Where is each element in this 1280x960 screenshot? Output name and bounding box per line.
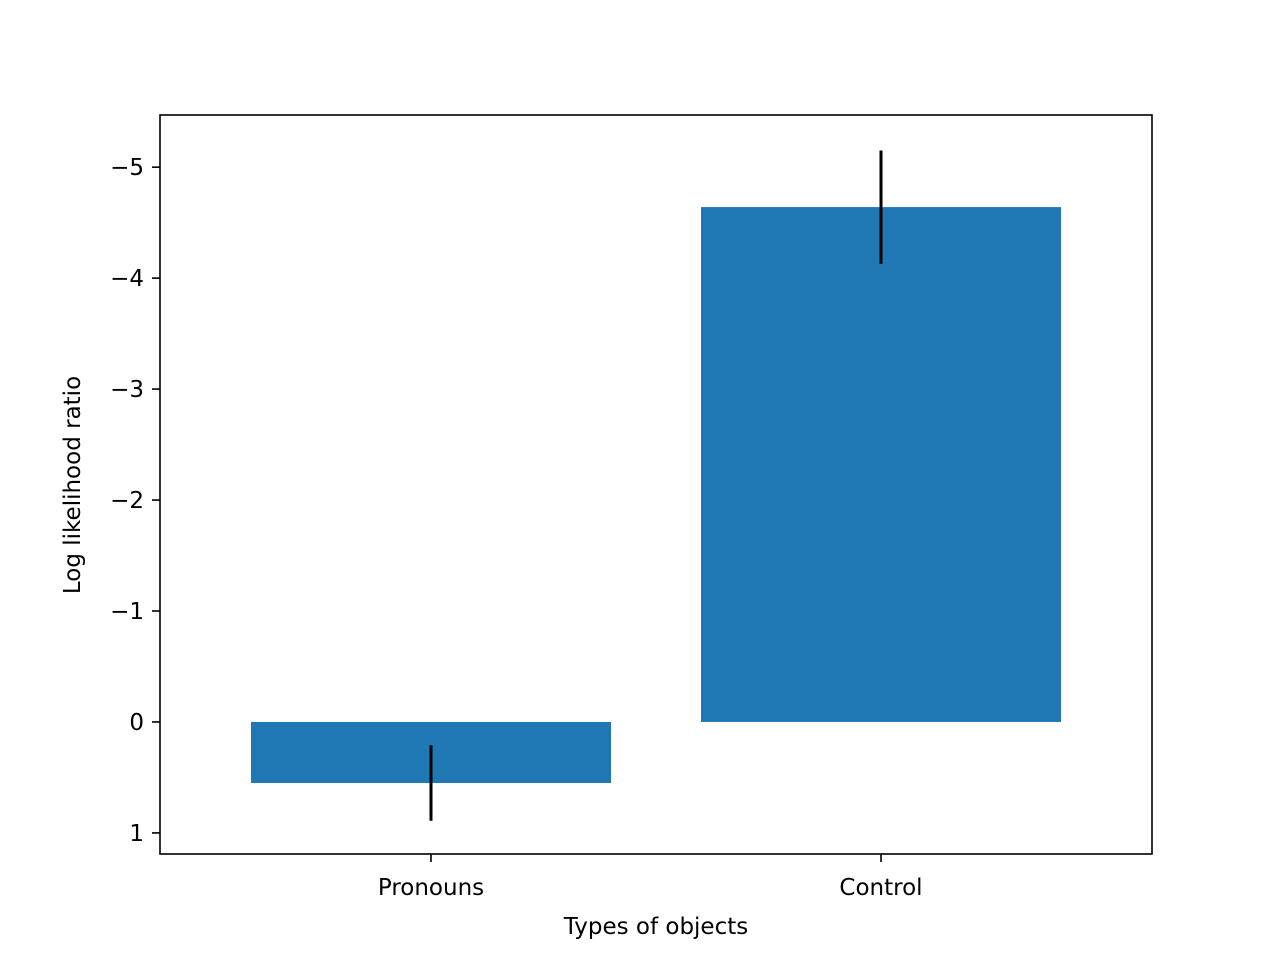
plot-frame <box>159 114 1153 855</box>
x-axis-ticks: Pronouns Control <box>378 854 923 901</box>
y-tick-label: −4 <box>110 266 144 292</box>
y-tick-label: −3 <box>110 377 144 403</box>
y-tick-label: −1 <box>110 599 144 625</box>
y-tick-label: −2 <box>110 488 144 514</box>
y-tick-label: −5 <box>110 155 144 181</box>
bar-control <box>701 207 1061 722</box>
error-bars-layer <box>429 150 883 821</box>
y-axis-title: Log likelihood ratio <box>60 376 86 594</box>
x-tick-label-pronouns: Pronouns <box>378 875 484 901</box>
bars-layer <box>251 207 1061 783</box>
y-tick-label: 0 <box>129 710 144 736</box>
x-tick-label-control: Control <box>839 875 922 901</box>
x-axis-title: Types of objects <box>563 914 748 940</box>
y-tick-label: 1 <box>129 821 144 847</box>
y-axis-ticks: 1 0 −1 −2 −3 −4 −5 <box>110 155 160 847</box>
